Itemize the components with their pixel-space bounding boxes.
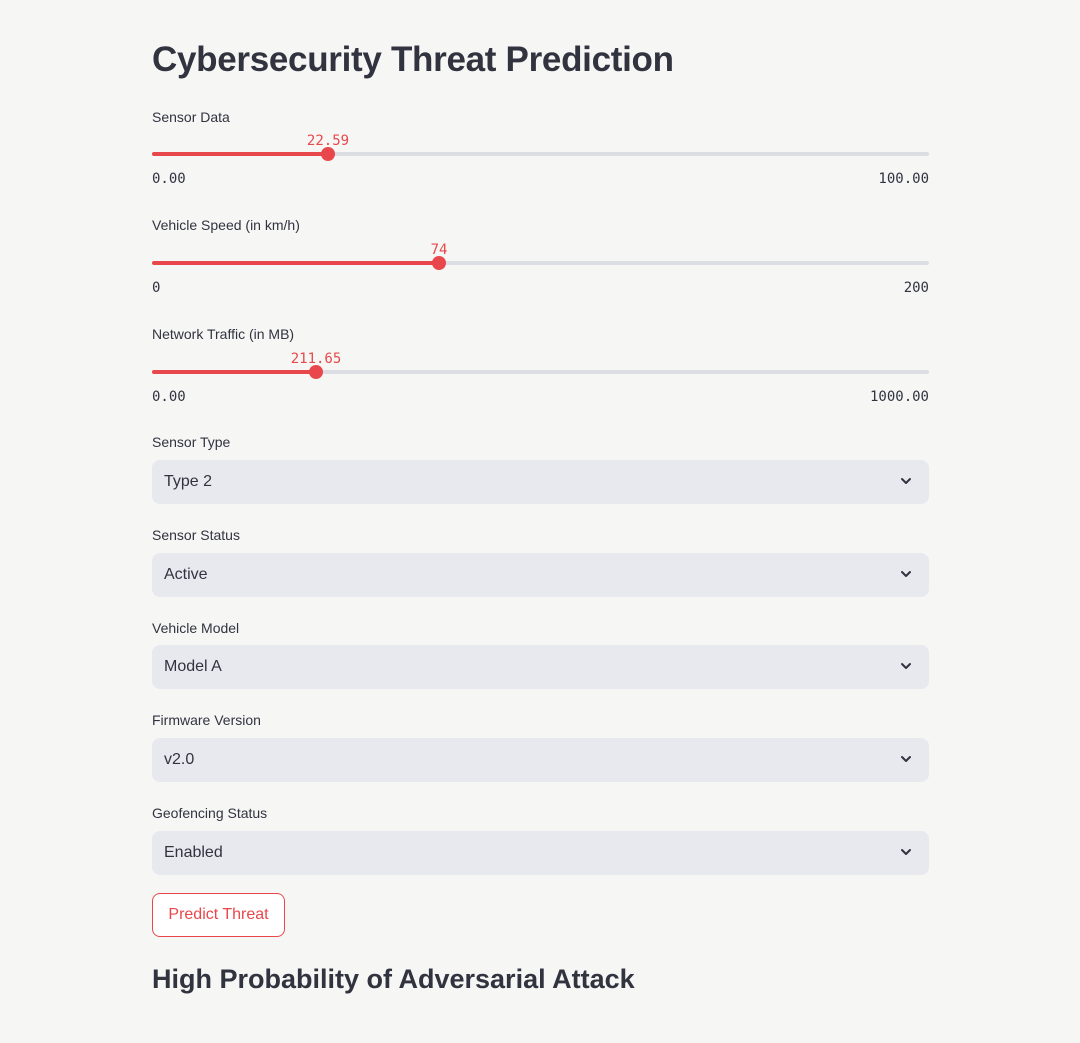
sensor-data-track[interactable] (152, 147, 929, 161)
vehicle-speed-fill (152, 261, 439, 265)
chevron-down-icon[interactable] (899, 752, 913, 766)
vehicle-speed-slider[interactable]: 74 0 200 (152, 242, 929, 302)
vehicle-speed-max: 200 (903, 280, 929, 296)
chevron-down-icon[interactable] (899, 845, 913, 859)
network-traffic-track[interactable] (152, 365, 929, 379)
vehicle-speed-min: 0 (152, 280, 161, 296)
prediction-result: High Probability of Adversarial Attack (152, 964, 635, 994)
vehicle-speed-thumb[interactable] (432, 256, 446, 270)
predict-threat-button[interactable]: Predict Threat (152, 893, 285, 937)
network-traffic-slider[interactable]: 211.65 0.00 1000.00 (152, 351, 929, 411)
chevron-down-icon[interactable] (899, 567, 913, 581)
network-traffic-label: Network Traffic (in MB) (152, 326, 295, 342)
sensor-type-select[interactable]: Type 2 (152, 460, 929, 504)
geofencing-status-select[interactable]: Enabled (152, 831, 929, 875)
sensor-data-max: 100.00 (878, 171, 929, 187)
network-traffic-fill (152, 370, 316, 374)
chevron-down-icon[interactable] (899, 659, 913, 673)
vehicle-model-select[interactable]: Model A (152, 645, 929, 689)
network-traffic-thumb[interactable] (309, 365, 323, 379)
firmware-version-label: Firmware Version (152, 712, 261, 728)
sensor-type-value: Type 2 (164, 473, 213, 490)
sensor-status-label: Sensor Status (152, 527, 240, 543)
sensor-data-thumb[interactable] (321, 147, 335, 161)
vehicle-speed-value: 74 (430, 242, 448, 258)
vehicle-speed-label: Vehicle Speed (in km/h) (152, 217, 300, 233)
geofencing-status-label: Geofencing Status (152, 805, 268, 821)
sensor-data-slider[interactable]: 22.59 0.00 100.00 (152, 133, 929, 193)
firmware-version-select[interactable]: v2.0 (152, 738, 929, 782)
sensor-data-value: 22.59 (306, 133, 350, 149)
sensor-data-min: 0.00 (152, 171, 186, 187)
vehicle-model-value: Model A (164, 658, 222, 675)
sensor-data-label: Sensor Data (152, 109, 230, 125)
sensor-type-label: Sensor Type (152, 434, 231, 450)
vehicle-speed-track[interactable] (152, 256, 929, 270)
network-traffic-max: 1000.00 (869, 389, 929, 405)
network-traffic-value: 211.65 (290, 351, 342, 367)
chevron-down-icon[interactable] (899, 474, 913, 488)
sensor-status-select[interactable]: Active (152, 553, 929, 597)
sensor-status-value: Active (164, 566, 208, 583)
sensor-data-fill (152, 152, 328, 156)
vehicle-model-label: Vehicle Model (152, 620, 240, 636)
firmware-version-value: v2.0 (164, 751, 195, 768)
network-traffic-min: 0.00 (152, 389, 186, 405)
geofencing-status-value: Enabled (164, 844, 223, 861)
page-title: Cybersecurity Threat Prediction (152, 40, 674, 79)
